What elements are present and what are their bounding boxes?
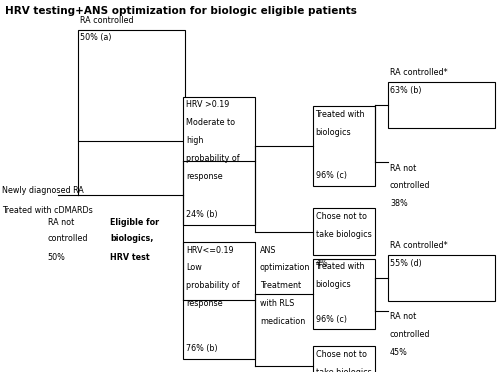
Text: 50%: 50% xyxy=(48,253,66,262)
Text: optimization: optimization xyxy=(260,263,310,272)
FancyBboxPatch shape xyxy=(388,255,495,301)
Text: controlled: controlled xyxy=(390,181,430,190)
Text: Newly diagnosed RA: Newly diagnosed RA xyxy=(2,186,84,195)
Text: 76% (b): 76% (b) xyxy=(186,344,218,353)
Text: ANS: ANS xyxy=(260,246,276,254)
Text: RA controlled*: RA controlled* xyxy=(390,241,448,250)
Text: take biologics: take biologics xyxy=(316,230,371,239)
Text: with RLS: with RLS xyxy=(260,299,294,308)
Text: biologics: biologics xyxy=(316,280,351,289)
Text: controlled: controlled xyxy=(48,234,88,243)
FancyBboxPatch shape xyxy=(312,208,375,255)
Text: Treated with: Treated with xyxy=(316,262,365,271)
Text: response: response xyxy=(186,299,222,308)
Text: HRV testing+ANS optimization for biologic eligible patients: HRV testing+ANS optimization for biologi… xyxy=(5,6,357,16)
Text: probability of: probability of xyxy=(186,154,240,163)
FancyBboxPatch shape xyxy=(388,82,495,128)
Text: Low: Low xyxy=(186,263,202,272)
FancyBboxPatch shape xyxy=(182,97,255,225)
Text: 50% (a): 50% (a) xyxy=(80,33,112,42)
FancyBboxPatch shape xyxy=(312,346,375,372)
Text: RA controlled*: RA controlled* xyxy=(390,68,448,77)
Text: probability of: probability of xyxy=(186,281,240,290)
Text: medication: medication xyxy=(260,317,305,326)
Text: biologics,: biologics, xyxy=(110,234,154,243)
FancyBboxPatch shape xyxy=(312,259,375,329)
Text: biologics: biologics xyxy=(316,128,351,137)
Text: Chose not to: Chose not to xyxy=(316,350,366,359)
Text: Eligible for: Eligible for xyxy=(110,218,159,227)
Text: Treatment: Treatment xyxy=(260,281,301,290)
Text: HRV<=0.19: HRV<=0.19 xyxy=(186,246,234,254)
Text: 24% (b): 24% (b) xyxy=(186,211,218,219)
FancyBboxPatch shape xyxy=(182,242,255,359)
Text: RA controlled: RA controlled xyxy=(80,16,134,25)
Text: take biologics: take biologics xyxy=(316,368,371,372)
FancyBboxPatch shape xyxy=(78,30,185,141)
Text: Treated with: Treated with xyxy=(316,110,365,119)
Text: 63% (b): 63% (b) xyxy=(390,86,422,94)
Text: 4%: 4% xyxy=(316,259,328,267)
Text: 55% (d): 55% (d) xyxy=(390,259,422,267)
Text: Treated with cDMARDs: Treated with cDMARDs xyxy=(2,206,93,215)
FancyBboxPatch shape xyxy=(312,106,375,186)
Text: 38%: 38% xyxy=(390,199,408,208)
Text: response: response xyxy=(186,172,222,181)
Text: high: high xyxy=(186,136,204,145)
Text: HRV >0.19: HRV >0.19 xyxy=(186,100,230,109)
Text: Moderate to: Moderate to xyxy=(186,118,235,127)
Text: RA not: RA not xyxy=(48,218,74,227)
Text: 45%: 45% xyxy=(390,348,408,357)
Text: HRV test: HRV test xyxy=(110,253,150,262)
Text: controlled: controlled xyxy=(390,330,430,339)
Text: RA not: RA not xyxy=(390,312,416,321)
Text: RA not: RA not xyxy=(390,164,416,173)
Text: 96% (c): 96% (c) xyxy=(316,315,346,324)
Text: 96% (c): 96% (c) xyxy=(316,171,346,180)
Text: Chose not to: Chose not to xyxy=(316,212,366,221)
